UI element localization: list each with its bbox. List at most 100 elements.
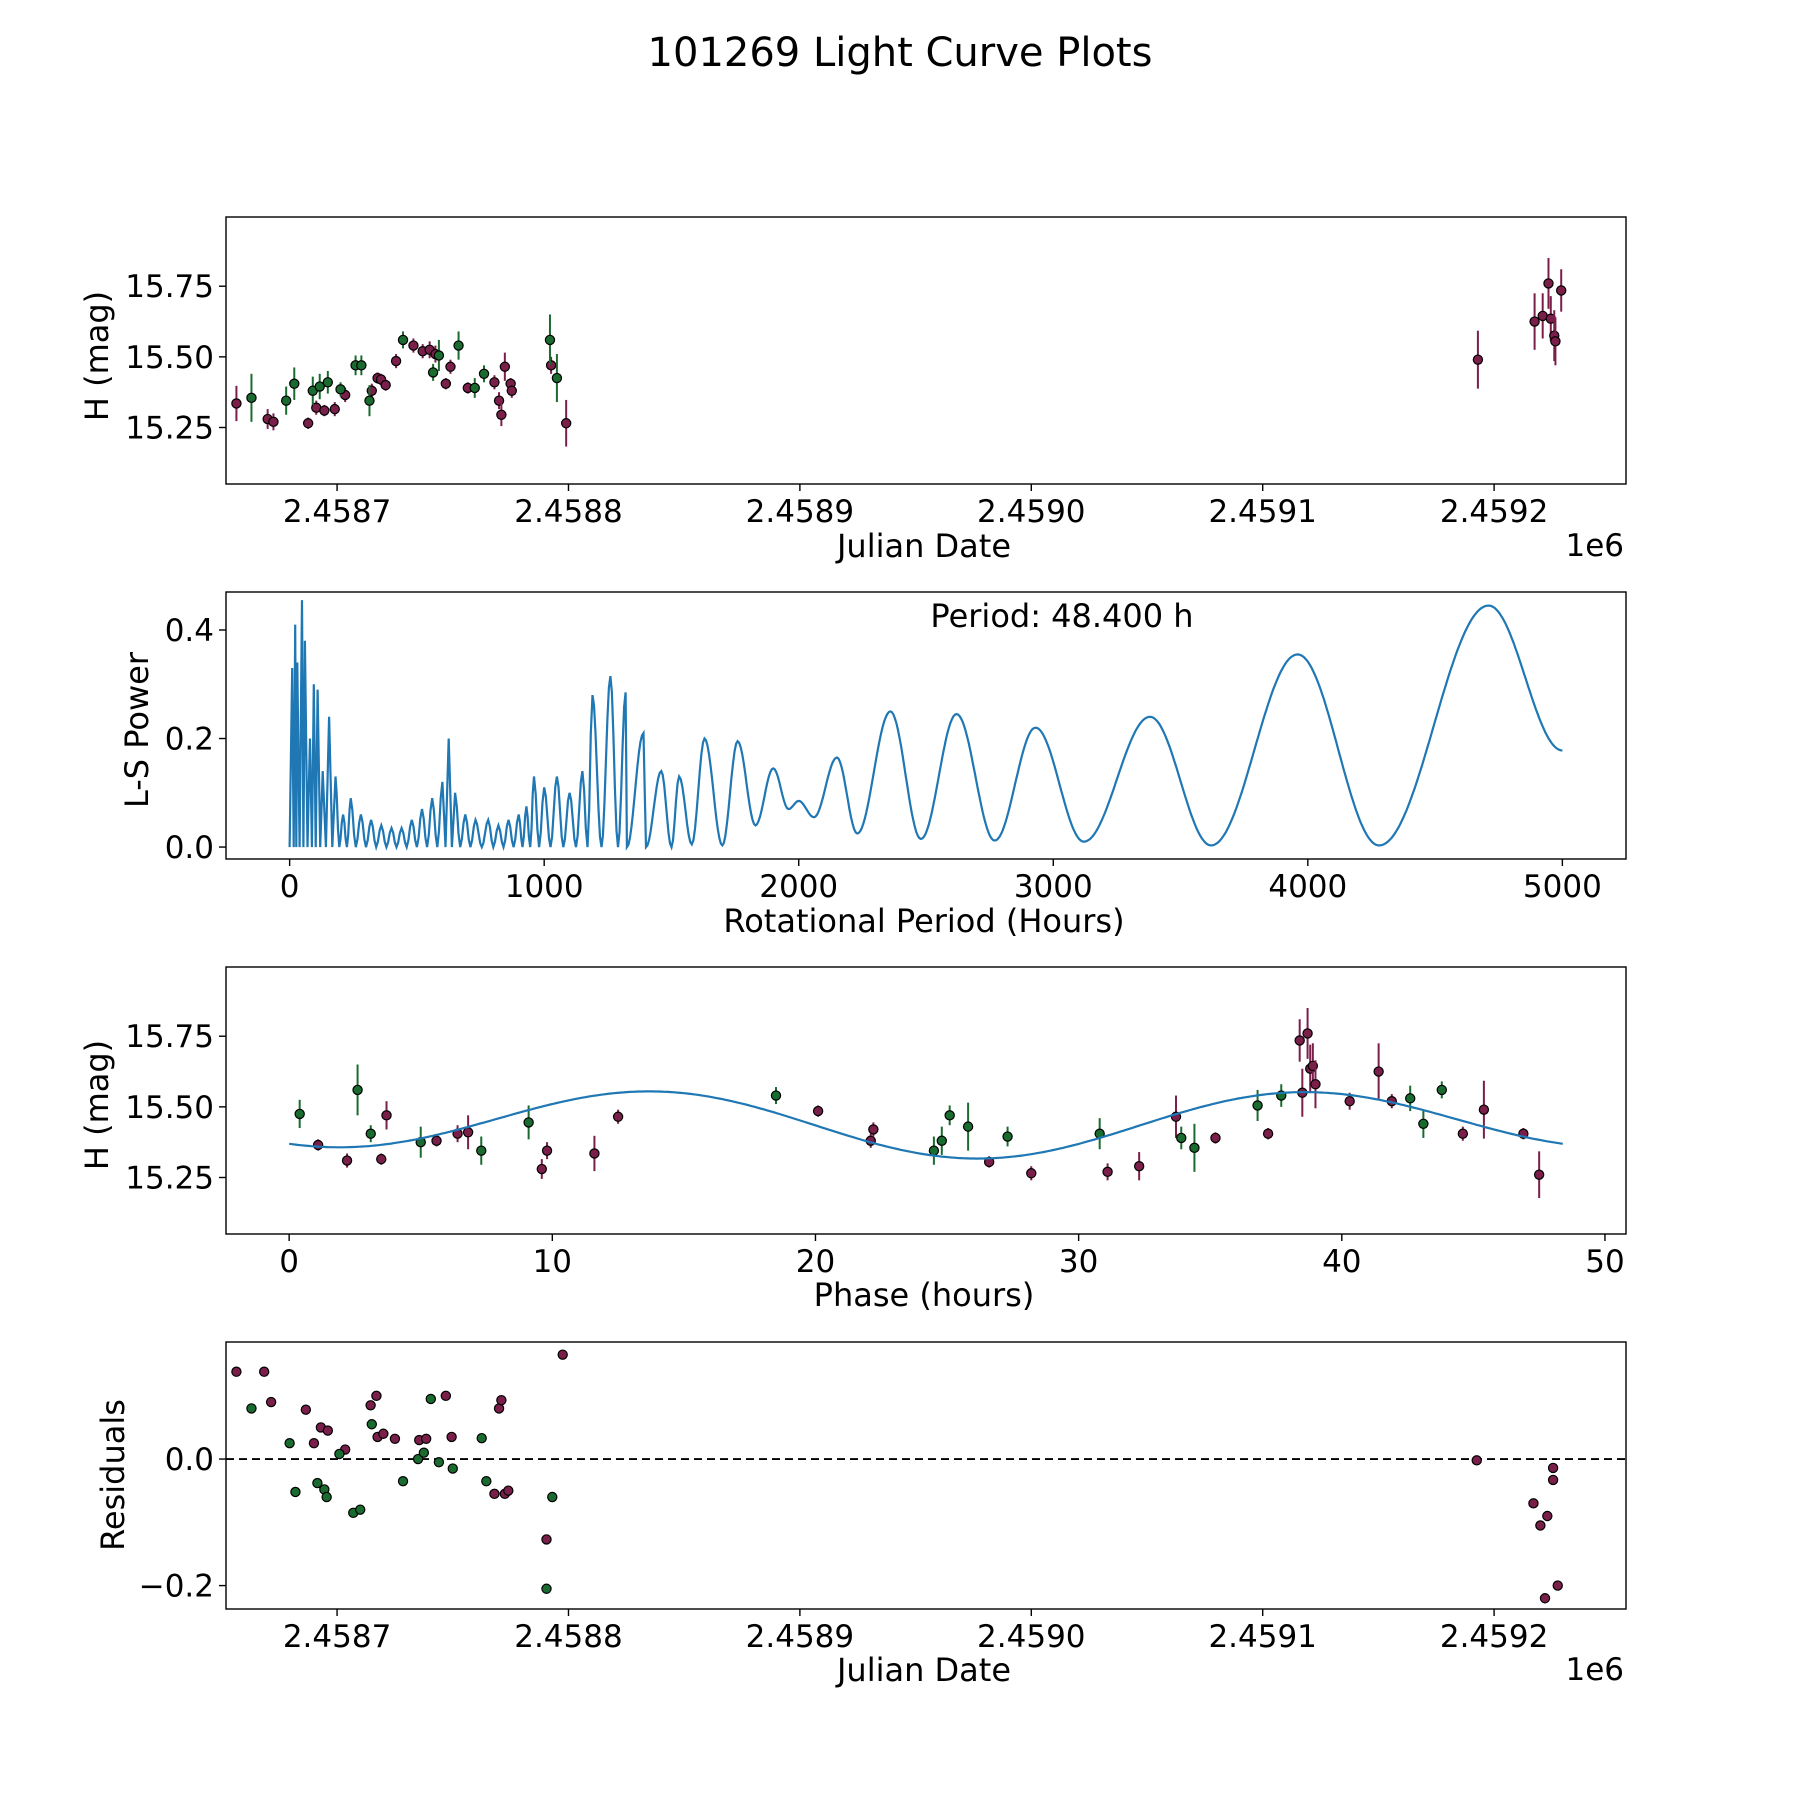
phased-data-point xyxy=(1418,1118,1429,1130)
residuals-data-point xyxy=(420,1433,432,1445)
raw-data-point xyxy=(427,367,439,378)
residuals-data-point xyxy=(557,1349,568,1360)
phased-data-point xyxy=(1189,1142,1200,1154)
raw-data-point xyxy=(380,379,391,391)
raw-data-point xyxy=(1529,316,1540,327)
residuals-data-point xyxy=(300,1404,312,1415)
residuals-axes-frame xyxy=(225,1341,1627,1610)
phased-data-point xyxy=(612,1111,624,1122)
raw-x-tick-label: 2.4591 xyxy=(1208,494,1316,530)
phased-data-point xyxy=(1405,1093,1416,1104)
raw-data-point xyxy=(545,360,557,371)
residuals-x-tick-label: 2.4592 xyxy=(1440,1619,1548,1655)
periodogram-x-label: Rotational Period (Hours) xyxy=(723,902,1124,940)
raw-data-point xyxy=(560,418,572,429)
residuals-data-point xyxy=(265,1396,277,1408)
phased-x-tick-label: 30 xyxy=(1059,1244,1098,1280)
raw-y-tick-label: 15.50 xyxy=(125,340,214,376)
residuals-data-point xyxy=(1539,1593,1551,1604)
residuals-data-point xyxy=(1528,1498,1539,1509)
residuals-data-point xyxy=(378,1428,389,1439)
raw-data-point xyxy=(1556,285,1567,296)
raw-data-point xyxy=(268,416,279,428)
residuals-data-point xyxy=(547,1491,558,1503)
raw-data-point xyxy=(1543,278,1554,289)
raw-data-point xyxy=(302,418,314,429)
residuals-data-point xyxy=(541,1534,552,1545)
raw-data-point xyxy=(489,377,500,388)
phased-y-label: H (mag) xyxy=(78,1040,116,1170)
raw-y-label: H (mag) xyxy=(78,291,116,421)
phased-y-tick-label: 15.25 xyxy=(125,1160,214,1196)
periodogram-y-tick-label: 0.4 xyxy=(165,613,214,649)
raw-axes-frame xyxy=(225,216,1627,485)
residuals-data-point xyxy=(412,1453,424,1465)
raw-x-tick-label: 2.4587 xyxy=(283,494,391,530)
residuals-x-label: Julian Date xyxy=(835,1651,1011,1689)
residuals-x-tick-label: 2.4588 xyxy=(514,1619,622,1655)
residuals-data-point xyxy=(366,1419,377,1430)
phased-data-point xyxy=(294,1108,305,1120)
residuals-data-point xyxy=(446,1431,457,1443)
residuals-data-point xyxy=(425,1393,436,1405)
phased-data-point xyxy=(536,1163,547,1175)
residuals-data-point xyxy=(1547,1474,1559,1486)
phased-data-point xyxy=(589,1148,600,1159)
periodogram-y-tick-label: 0.2 xyxy=(165,722,214,758)
residuals-x-tick-label: 2.4590 xyxy=(977,1619,1085,1655)
phased-data-point xyxy=(1436,1084,1447,1096)
periodogram-power-curve xyxy=(288,600,1563,852)
residuals-data-point xyxy=(290,1486,301,1498)
phased-data-point xyxy=(1002,1131,1013,1142)
periodogram-x-tick-label: 4000 xyxy=(1268,869,1347,905)
phased-data-point xyxy=(1344,1096,1355,1107)
raw-data-point xyxy=(469,382,480,394)
phased-y-tick-label: 15.75 xyxy=(125,1019,214,1055)
raw-data-point xyxy=(445,361,456,372)
raw-data-point xyxy=(544,334,556,346)
phased-data-point xyxy=(1102,1166,1113,1178)
phased-data-point xyxy=(1176,1132,1187,1144)
phased-data-point xyxy=(462,1127,474,1138)
raw-data-point xyxy=(408,340,419,351)
phased-data-point xyxy=(431,1135,442,1146)
raw-data-point xyxy=(1550,336,1561,347)
residuals-data-point xyxy=(1547,1462,1559,1474)
residuals-x-tick-label: 2.4589 xyxy=(746,1619,854,1655)
phased-data-point xyxy=(1294,1035,1305,1046)
raw-data-point xyxy=(440,378,452,389)
raw-data-point xyxy=(322,377,334,388)
raw-data-point xyxy=(314,381,325,392)
figure-title: 101269 Light Curve Plots xyxy=(648,30,1153,76)
residuals-data-point xyxy=(418,1447,430,1458)
periodogram-x-tick-label: 2000 xyxy=(759,869,838,905)
periodogram-axes-frame xyxy=(225,591,1627,860)
residuals-y-label: Residuals xyxy=(94,1399,132,1551)
raw-data-point xyxy=(493,395,505,406)
residuals-data-point xyxy=(355,1504,366,1515)
phased-x-tick-label: 10 xyxy=(533,1244,572,1280)
phased-x-tick-label: 0 xyxy=(279,1244,299,1280)
phased-data-point xyxy=(936,1135,947,1146)
phased-axes-frame xyxy=(225,966,1627,1235)
raw-data-point xyxy=(433,350,445,361)
residuals-data-point xyxy=(1552,1580,1563,1591)
periodogram-y-tick-label: 0.0 xyxy=(165,830,214,866)
raw-data-point xyxy=(289,378,300,389)
raw-data-point xyxy=(356,360,367,371)
raw-x-tick-label: 2.4590 xyxy=(977,494,1085,530)
raw-data-point xyxy=(496,409,507,420)
periodogram-x-tick-label: 5000 xyxy=(1523,869,1602,905)
residuals-x-tick-label: 2.4591 xyxy=(1208,1619,1316,1655)
phased-data-point xyxy=(376,1153,387,1165)
phased-data-point xyxy=(1533,1169,1545,1180)
residuals-data-point xyxy=(1471,1455,1482,1466)
raw-x-tick-label: 2.4588 xyxy=(514,494,622,530)
phased-data-point xyxy=(541,1145,553,1156)
raw-y-tick-label: 15.75 xyxy=(125,269,214,305)
phased-data-point xyxy=(962,1121,974,1132)
residuals-data-point xyxy=(322,1425,334,1436)
residuals-data-point xyxy=(476,1432,487,1444)
